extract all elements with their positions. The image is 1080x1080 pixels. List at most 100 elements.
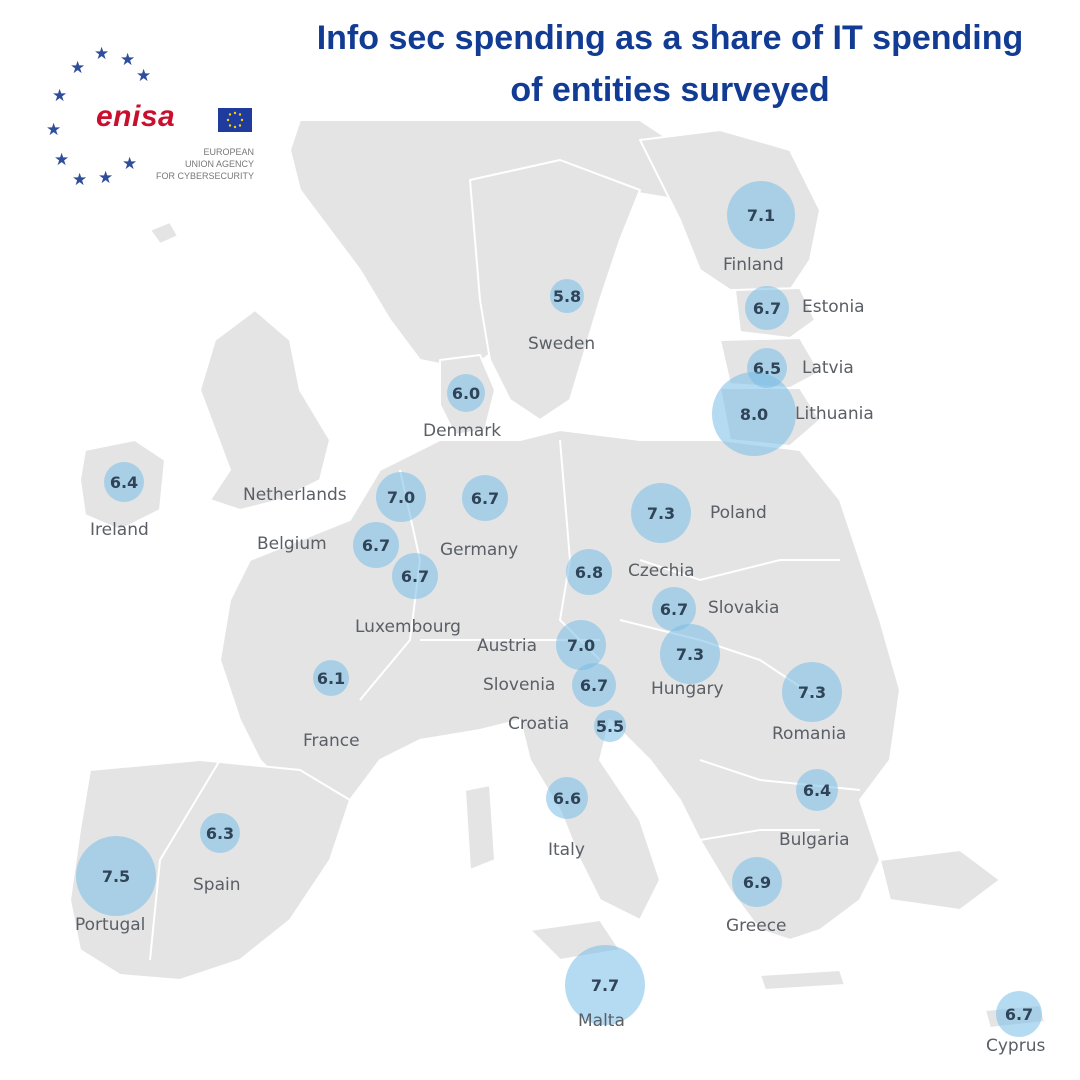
bubble-portugal: 7.5 xyxy=(76,836,156,916)
bubble-value: 6.7 xyxy=(400,566,430,586)
label-ireland: Ireland xyxy=(90,520,149,540)
label-romania: Romania xyxy=(772,724,847,744)
bubble-france: 6.1 xyxy=(313,660,349,696)
bubble-value: 6.8 xyxy=(574,562,604,582)
land-turkey xyxy=(879,849,1001,911)
bubble-cyprus: 6.7 xyxy=(996,991,1042,1037)
bubble-finland: 7.1 xyxy=(727,181,795,249)
label-greece: Greece xyxy=(726,916,787,936)
bubble-value: 7.3 xyxy=(797,682,827,702)
bubble-value: 6.6 xyxy=(552,788,582,808)
bubble-value: 6.4 xyxy=(109,472,139,492)
bubble-value: 6.7 xyxy=(579,675,609,695)
bubble-bulgaria: 6.4 xyxy=(796,769,838,811)
land-great-britain xyxy=(199,309,331,511)
label-hungary: Hungary xyxy=(651,679,724,699)
logo-star-icon: ★ xyxy=(70,58,86,78)
logo-star-icon: ★ xyxy=(72,170,88,190)
bubble-value: 6.1 xyxy=(316,668,346,688)
label-estonia: Estonia xyxy=(802,297,865,317)
land-crete xyxy=(759,969,846,991)
logo-star-icon: ★ xyxy=(120,50,136,70)
bubble-value: 5.8 xyxy=(552,286,582,306)
label-slovakia: Slovakia xyxy=(708,598,780,618)
bubble-value: 6.7 xyxy=(470,488,500,508)
label-croatia: Croatia xyxy=(508,714,570,734)
eu-flag-icon xyxy=(218,108,252,132)
bubble-austria: 7.0 xyxy=(556,620,606,670)
bubble-value: 6.7 xyxy=(361,535,391,555)
label-cyprus: Cyprus xyxy=(986,1036,1046,1056)
bubble-value: 7.0 xyxy=(386,487,416,507)
europe-map xyxy=(69,119,1046,1029)
logo-star-icon: ★ xyxy=(136,66,152,86)
bubble-poland: 7.3 xyxy=(631,483,691,543)
label-belgium: Belgium xyxy=(257,534,327,554)
bubble-value: 6.4 xyxy=(802,780,832,800)
bubble-value: 8.0 xyxy=(739,404,769,424)
bubble-value: 7.3 xyxy=(675,644,705,664)
bubble-value: 6.7 xyxy=(752,298,782,318)
bubble-estonia: 6.7 xyxy=(745,286,789,330)
bubble-luxembourg: 6.7 xyxy=(392,553,438,599)
enisa-subtitle: EUROPEAN UNION AGENCY FOR CYBERSECURITY xyxy=(150,146,254,182)
label-portugal: Portugal xyxy=(75,915,146,935)
bubble-lithuania: 8.0 xyxy=(712,372,796,456)
enisa-wordmark: enisa xyxy=(96,100,176,133)
logo-star-icon: ★ xyxy=(52,86,68,106)
bubble-croatia: 5.5 xyxy=(594,710,626,742)
label-denmark: Denmark xyxy=(423,421,502,441)
bubble-value: 6.7 xyxy=(659,599,689,619)
bubble-slovakia: 6.7 xyxy=(652,587,696,631)
map-title: Info sec spending as a share of IT spend… xyxy=(270,12,1070,116)
border-line xyxy=(149,759,221,961)
label-sweden: Sweden xyxy=(528,334,596,354)
bubble-value: 6.7 xyxy=(1004,1004,1034,1024)
bubble-spain: 6.3 xyxy=(200,813,240,853)
bubble-denmark: 6.0 xyxy=(447,374,485,412)
bubble-ireland: 6.4 xyxy=(104,462,144,502)
border-line xyxy=(639,559,840,582)
bubble-value: 7.5 xyxy=(101,866,131,886)
land-fragment xyxy=(149,221,179,245)
bubble-netherlands: 7.0 xyxy=(376,472,426,522)
bubble-value: 6.9 xyxy=(742,872,772,892)
label-france: France xyxy=(303,731,360,751)
label-slovenia: Slovenia xyxy=(483,675,556,695)
logo-star-icon: ★ xyxy=(98,168,114,188)
border-line xyxy=(699,829,820,841)
enisa-subtitle-line-1: EUROPEAN xyxy=(203,147,254,157)
label-malta: Malta xyxy=(578,1011,625,1031)
bubble-value: 7.0 xyxy=(566,635,596,655)
bubble-value: 5.5 xyxy=(595,716,625,736)
bubble-romania: 7.3 xyxy=(782,662,842,722)
bubble-malta: 7.7 xyxy=(565,945,645,1025)
label-poland: Poland xyxy=(710,503,767,523)
label-lithuania: Lithuania xyxy=(795,404,874,424)
enisa-subtitle-line-2: UNION AGENCY xyxy=(184,159,254,169)
logo-star-icon: ★ xyxy=(122,154,138,174)
logo-star-icon: ★ xyxy=(46,120,62,140)
bubble-value: 7.7 xyxy=(590,975,620,995)
label-finland: Finland xyxy=(723,255,784,275)
bubble-value: 7.1 xyxy=(746,205,776,225)
label-latvia: Latvia xyxy=(802,358,854,378)
label-czechia: Czechia xyxy=(628,561,695,581)
bubble-belgium: 6.7 xyxy=(353,522,399,568)
label-netherlands: Netherlands xyxy=(243,485,347,505)
label-spain: Spain xyxy=(193,875,241,895)
logo-star-icon: ★ xyxy=(94,44,110,64)
enisa-logo: ★ ★ ★ ★ ★ ★ ★ ★ ★ ★ enisa EUROPEAN UNION… xyxy=(40,42,270,202)
bubble-slovenia: 6.7 xyxy=(572,663,616,707)
bubble-value: 7.3 xyxy=(646,503,676,523)
bubble-greece: 6.9 xyxy=(732,857,782,907)
enisa-subtitle-line-3: FOR CYBERSECURITY xyxy=(155,171,254,181)
bubble-germany: 6.7 xyxy=(462,475,508,521)
bubble-value: 6.3 xyxy=(205,823,235,843)
label-bulgaria: Bulgaria xyxy=(779,830,850,850)
bubble-value: 6.0 xyxy=(451,383,481,403)
label-italy: Italy xyxy=(548,840,585,860)
logo-star-icon: ★ xyxy=(54,150,70,170)
map-title-line-2: of entities surveyed xyxy=(510,71,830,109)
map-title-line-1: Info sec spending as a share of IT spend… xyxy=(316,19,1024,57)
